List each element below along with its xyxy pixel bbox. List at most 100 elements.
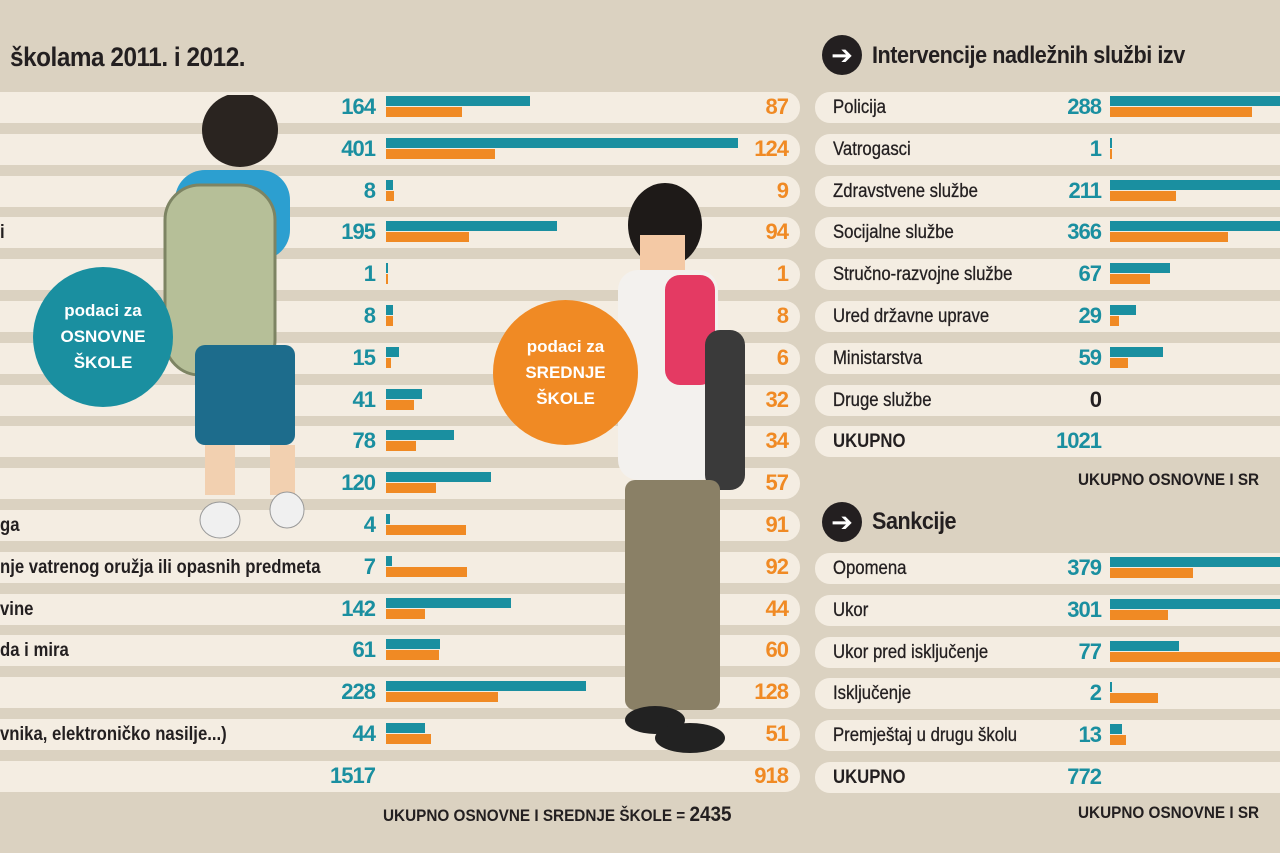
- bar-secondary: [386, 357, 392, 368]
- bar-secondary: [386, 608, 425, 619]
- value-primary: 15: [352, 344, 376, 370]
- badge-line: podaci za: [64, 301, 142, 320]
- left-footer: UKUPNO OSNOVNE I SREDNJE ŠKOLE = 2435: [383, 803, 732, 827]
- total-label: UKUPNO: [833, 767, 906, 788]
- value-secondary: 87: [765, 94, 789, 119]
- sanctions-title: Sankcije: [872, 508, 957, 535]
- bar-primary: [1110, 137, 1112, 148]
- bar-secondary: [1110, 651, 1280, 662]
- bar-secondary: [1110, 232, 1228, 243]
- total-row: [0, 760, 800, 792]
- bar-primary: [1110, 96, 1280, 106]
- secondary-student-illustration: [618, 183, 745, 753]
- value-primary: 44: [352, 721, 376, 746]
- bar-primary: [386, 430, 455, 441]
- value-secondary: 92: [765, 553, 789, 579]
- row-label: Opomena: [833, 558, 907, 579]
- badge-line: podaci za: [526, 336, 605, 356]
- value-secondary: 60: [765, 637, 789, 663]
- value-primary: 142: [341, 595, 376, 621]
- value-primary: 366: [1067, 219, 1102, 245]
- bar-secondary: [386, 399, 415, 410]
- row-label: Policija: [833, 97, 886, 118]
- bar-primary: [386, 305, 394, 315]
- bar-secondary: [386, 190, 394, 201]
- bar-primary: [386, 96, 530, 106]
- bar-secondary: [386, 525, 466, 535]
- arrow-icon: ➔: [822, 35, 862, 75]
- arrow-icon: ➔: [822, 502, 862, 542]
- primary-student-illustration: [163, 95, 305, 539]
- row-label: Zdravstvene službe: [833, 180, 978, 202]
- value-secondary: 9: [776, 177, 789, 203]
- bar-secondary: [386, 566, 467, 577]
- row-label: vnika, elektroničko nasilje...): [0, 724, 227, 745]
- bar-secondary: [1110, 568, 1193, 578]
- badge-line: ŠKOLE: [536, 388, 595, 408]
- value-primary: 8: [363, 303, 376, 328]
- bar-secondary: [1110, 316, 1119, 326]
- bar-secondary: [386, 107, 463, 117]
- row-label: vine: [0, 598, 34, 620]
- value-primary: 401: [341, 135, 376, 161]
- value-primary: 77: [1078, 638, 1102, 664]
- total-row: [815, 762, 1280, 793]
- bar-primary: [386, 639, 440, 650]
- row-label: Vatrogasci: [833, 138, 911, 160]
- row-label: Ured državne uprave: [833, 306, 990, 327]
- value-primary: 13: [1078, 722, 1102, 748]
- bar-primary: [1110, 557, 1280, 567]
- value-secondary: 6: [776, 344, 789, 370]
- bar-secondary: [1110, 357, 1128, 368]
- row-label: ga: [0, 515, 20, 536]
- row-label: Ukor pred isključenje: [833, 641, 989, 663]
- value-primary: 164: [341, 94, 376, 119]
- bar-primary: [386, 514, 390, 524]
- row-label: i: [0, 222, 5, 244]
- footer-value: 2435: [689, 803, 732, 826]
- row-label: da i mira: [0, 640, 69, 662]
- sanctions-footer: UKUPNO OSNOVNE I SR: [1078, 803, 1260, 822]
- badge-line: ŠKOLE: [73, 353, 133, 372]
- value-secondary: 51: [765, 721, 789, 746]
- bar-primary: [386, 346, 400, 357]
- bar-secondary: [386, 692, 499, 703]
- bar-primary: [1110, 640, 1180, 651]
- value-primary: 2: [1089, 680, 1102, 706]
- bar-primary: [1110, 263, 1171, 274]
- bar-primary: [1110, 179, 1280, 190]
- bar-secondary: [386, 483, 437, 494]
- total-value: 772: [1067, 764, 1102, 789]
- value-primary: 379: [1067, 555, 1102, 580]
- bar-secondary: [1110, 107, 1253, 117]
- bar-primary: [386, 137, 739, 148]
- row-label: Druge službe: [833, 389, 932, 411]
- row-label: Premještaj u drugu školu: [833, 725, 1018, 747]
- value-secondary: 94: [765, 219, 789, 245]
- bar-secondary: [386, 148, 495, 159]
- total-value: 1021: [1056, 428, 1102, 454]
- value-primary: 29: [1078, 303, 1102, 328]
- value-primary: 7: [363, 553, 376, 579]
- bar-primary: [386, 472, 492, 483]
- bar-primary: [386, 263, 388, 274]
- value-secondary: 34: [765, 428, 789, 454]
- row-label: nje vatrenog oružja ili opasnih predmeta: [0, 556, 321, 578]
- value-primary: 41: [352, 386, 376, 412]
- value-primary: 78: [352, 428, 376, 454]
- bar-secondary: [1110, 693, 1158, 704]
- table-row: [815, 342, 1280, 374]
- bar-primary: [1110, 598, 1280, 609]
- badge-line: OSNOVNE: [60, 327, 146, 346]
- value-primary: 1: [363, 261, 376, 287]
- badge-line: SREDNJE: [525, 362, 606, 382]
- value-secondary: 32: [765, 386, 789, 412]
- bar-secondary: [1110, 735, 1127, 746]
- value-secondary: 8: [776, 303, 789, 328]
- table-row: [815, 259, 1280, 291]
- bar-secondary: [386, 441, 416, 452]
- bar-primary: [1110, 221, 1280, 232]
- bar-primary: [1110, 724, 1122, 735]
- value-primary: 1: [1089, 135, 1102, 161]
- value-primary: 228: [341, 679, 376, 705]
